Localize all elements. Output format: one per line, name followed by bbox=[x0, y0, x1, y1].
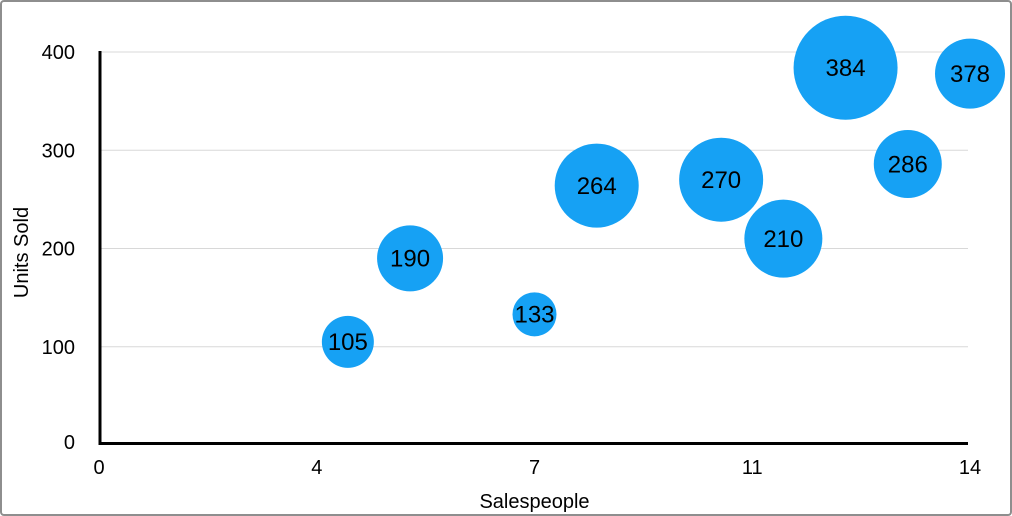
bubble-label-190: 190 bbox=[390, 246, 430, 273]
bubble-label-264: 264 bbox=[577, 173, 617, 200]
x-tick-label-7: 7 bbox=[529, 457, 540, 479]
y-axis-title: Units Sold bbox=[11, 207, 33, 298]
x-tick-label-4: 4 bbox=[311, 457, 322, 479]
x-tick-label-0: 0 bbox=[93, 457, 104, 479]
bubble-133[interactable] bbox=[512, 292, 557, 337]
bubble-270[interactable] bbox=[679, 137, 764, 222]
y-tick-label-200: 200 bbox=[42, 239, 75, 261]
bubble-label-286: 286 bbox=[888, 151, 928, 178]
bubble-label-378: 378 bbox=[950, 61, 990, 88]
y-tick-label-100: 100 bbox=[42, 337, 75, 359]
x-tick-label-11: 11 bbox=[742, 457, 763, 479]
bubble-label-133: 133 bbox=[514, 302, 554, 329]
bubble-190[interactable] bbox=[377, 225, 444, 292]
bubble-label-384: 384 bbox=[826, 55, 866, 82]
bubble-384[interactable] bbox=[793, 15, 898, 120]
x-axis-title: Salespeople bbox=[479, 491, 589, 513]
bubble-label-210: 210 bbox=[763, 226, 803, 253]
x-tick-label-14: 14 bbox=[959, 457, 981, 479]
bubble-286[interactable] bbox=[873, 130, 942, 199]
y-tick-label-0: 0 bbox=[64, 432, 75, 454]
bubble-label-105: 105 bbox=[328, 329, 368, 356]
y-tick-label-300: 300 bbox=[42, 140, 75, 162]
bubble-264[interactable] bbox=[554, 143, 639, 228]
bubble-label-270: 270 bbox=[701, 167, 741, 194]
y-tick-label-400: 400 bbox=[42, 42, 75, 64]
bubble-210[interactable] bbox=[744, 199, 823, 278]
bubble-378[interactable] bbox=[935, 38, 1005, 109]
bubble-105[interactable] bbox=[321, 315, 374, 368]
